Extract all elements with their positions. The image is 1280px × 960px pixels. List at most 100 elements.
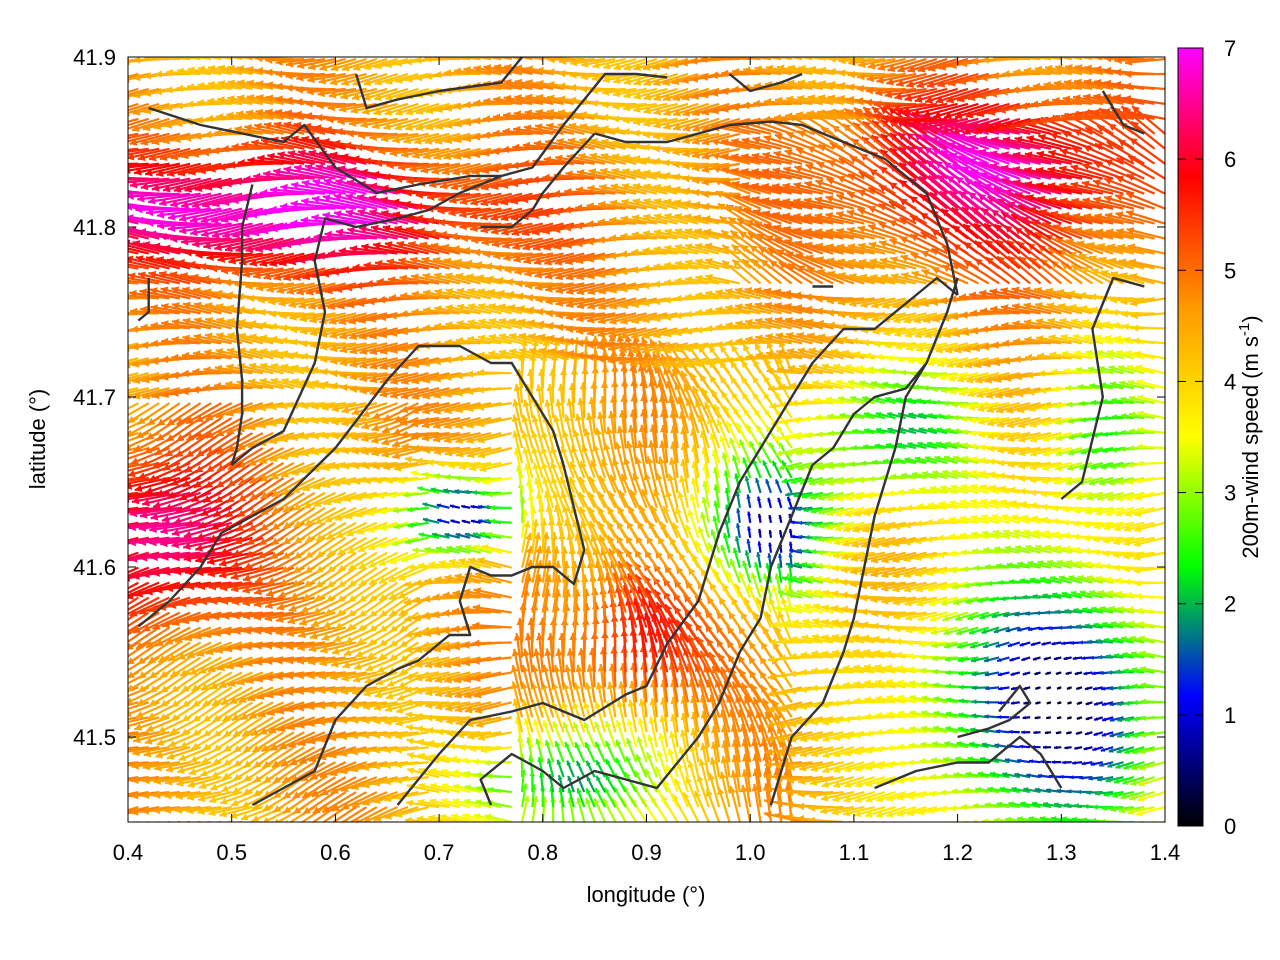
wind-arrow (646, 751, 658, 778)
wind-arrow (135, 820, 139, 822)
wind-arrow-head (523, 795, 530, 802)
wind-arrow-head (1097, 776, 1102, 782)
wind-arrow-head (177, 766, 185, 774)
wind-arrow (1097, 776, 1114, 782)
wind-arrow (1074, 671, 1083, 676)
wind-arrow-head (958, 684, 964, 690)
wind-arrow-head (1116, 685, 1121, 691)
wind-arrow-head (907, 652, 914, 660)
wind-arrow-head (1122, 779, 1129, 785)
wind-arrow (1140, 715, 1165, 722)
wind-arrow-shaft (385, 821, 388, 822)
wind-arrow-head (418, 752, 426, 760)
wind-arrow-head (110, 811, 118, 818)
wind-arrow-head (319, 770, 328, 778)
wind-arrow (668, 731, 679, 763)
wind-arrow-head (472, 639, 480, 648)
wind-arrow-head (486, 773, 493, 780)
wind-arrow-head (1135, 592, 1142, 600)
wind-arrow (586, 775, 596, 793)
wind-arrow-shaft (300, 806, 326, 822)
wind-arrow-head (461, 757, 468, 764)
wind-arrow-head (441, 783, 449, 790)
wind-arrow-head (865, 780, 873, 788)
wind-arrow (1035, 701, 1041, 705)
wind-arrow-head (405, 816, 412, 822)
wind-arrow (679, 729, 690, 763)
wind-arrow-head (175, 792, 183, 800)
wind-arrow (867, 820, 875, 822)
wind-arrow-head (787, 763, 795, 771)
wind-arrow-head (1021, 730, 1025, 735)
wind-arrow (1055, 731, 1062, 735)
wind-arrow-head (917, 825, 924, 832)
wind-arrow-head (116, 671, 124, 678)
wind-arrow-head (442, 609, 450, 617)
wind-arrow-head (929, 773, 936, 781)
wind-arrow (1037, 773, 1052, 779)
wind-arrow-shaft (943, 820, 948, 822)
wind-arrow-shaft (128, 762, 129, 764)
wind-arrow-head (441, 768, 448, 776)
wind-arrow-head (142, 776, 150, 785)
wind-arrow-head (464, 798, 471, 805)
wind-arrow-head (646, 752, 653, 759)
wind-arrow-head (153, 791, 161, 800)
wind-arrow-head (253, 775, 262, 783)
wind-arrow-head (416, 815, 424, 822)
wind-arrow (1118, 805, 1145, 814)
wind-arrow (576, 797, 586, 822)
wind-arrow (362, 791, 398, 806)
wind-arrow-head (230, 825, 237, 832)
wind-arrow-head (687, 760, 695, 768)
wind-arrow (1053, 656, 1062, 661)
wind-arrow (676, 762, 690, 793)
wind-arrow-head (164, 791, 172, 800)
wind-arrow-head (843, 715, 850, 723)
wind-arrow (475, 799, 502, 809)
wind-arrow-head (1042, 745, 1047, 750)
wind-arrow-head (763, 797, 772, 806)
wind-arrow (700, 742, 710, 778)
wind-arrow-head (396, 828, 404, 835)
wind-arrow-head (605, 774, 611, 781)
wind-arrow (345, 806, 378, 822)
wind-arrow-head (233, 773, 241, 781)
wind-arrow-head (418, 782, 426, 790)
wind-arrow-head (1069, 775, 1074, 780)
wind-arrow-head (1074, 803, 1079, 809)
wind-arrow-head (719, 771, 727, 780)
wind-arrow-head (221, 785, 229, 792)
wind-arrow (439, 813, 471, 822)
wind-arrow-head (208, 822, 215, 829)
wind-arrow (740, 784, 752, 822)
wind-arrow-head (121, 827, 129, 834)
wind-arrow-head (679, 729, 687, 737)
wind-arrow-head (1034, 787, 1040, 793)
wind-arrow-head (484, 813, 492, 820)
wind-arrow (1045, 671, 1052, 676)
wind-arrow-head (202, 821, 204, 822)
wind-arrow-shaft (890, 820, 896, 822)
wind-arrow (1140, 698, 1165, 705)
wind-arrow (128, 791, 139, 796)
wind-arrow (585, 787, 596, 808)
wind-arrow-head (785, 800, 794, 809)
wind-arrow-head (1136, 809, 1144, 817)
wind-arrow-head (809, 791, 817, 800)
wind-arrow-shaft (128, 791, 139, 796)
wind-arrow-head (949, 804, 956, 812)
wind-arrow-head (961, 803, 967, 811)
wind-arrow (922, 820, 927, 822)
wind-arrow-head (89, 705, 97, 713)
wind-arrow-head (373, 814, 382, 822)
wind-arrow-shaft (331, 806, 357, 822)
wind-arrow (1076, 701, 1083, 705)
wind-arrow (1014, 772, 1031, 779)
wind-arrow-shaft (348, 806, 378, 822)
wind-arrow (1034, 716, 1041, 720)
wind-arrow (535, 738, 544, 763)
wind-arrow-head (111, 613, 119, 620)
wind-arrow-head (429, 767, 437, 775)
